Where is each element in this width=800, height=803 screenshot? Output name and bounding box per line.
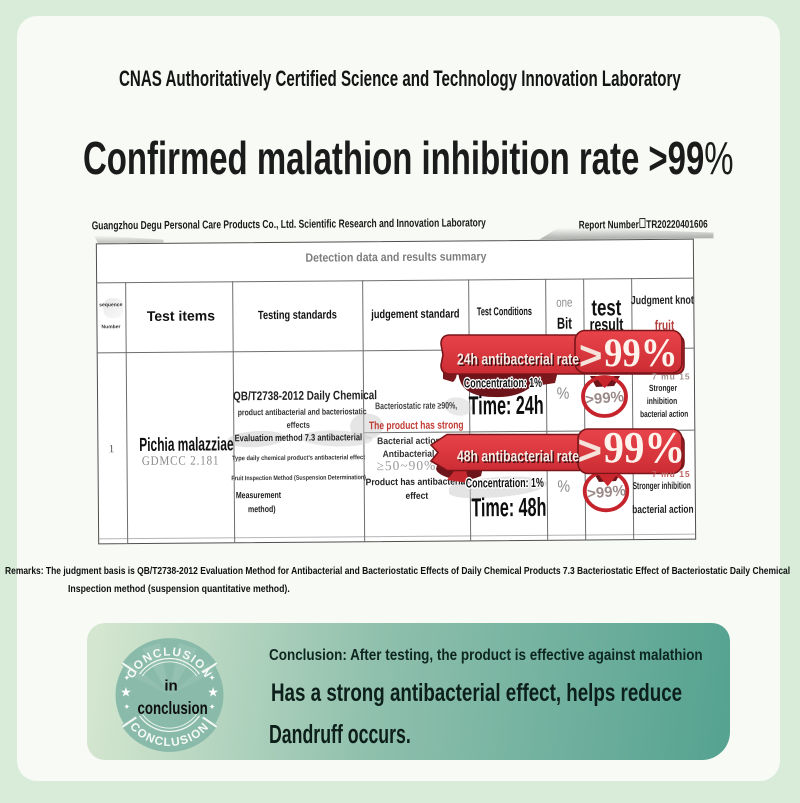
svg-text:✦: ✦	[209, 674, 216, 683]
svg-text:in: in	[164, 678, 177, 695]
svg-text:conclusion: conclusion	[137, 699, 207, 718]
svg-text:✦: ✦	[124, 674, 131, 683]
svg-text:>99%: >99%	[586, 482, 626, 502]
svg-text:48h antibacterial rate: 48h antibacterial rate	[459, 450, 581, 468]
svg-text:24h antibacterial rate: 24h antibacterial rate	[459, 353, 581, 371]
svg-text:>: >	[579, 334, 602, 378]
svg-text:✦: ✦	[209, 703, 216, 712]
svg-text:★: ★	[120, 685, 132, 700]
svg-text:>99%: >99%	[585, 388, 625, 408]
svg-text:✦: ✦	[124, 703, 131, 712]
svg-text:99%: 99%	[604, 332, 678, 376]
svg-text:7 mu 15: 7 mu 15	[652, 469, 691, 479]
svg-text:24h antibacterial rate: 24h antibacterial rate	[457, 351, 579, 369]
svg-text:>: >	[578, 427, 603, 474]
svg-text:7 mu 15: 7 mu 15	[652, 372, 691, 382]
svg-text:48h antibacterial rate: 48h antibacterial rate	[457, 448, 579, 466]
svg-text:★: ★	[207, 685, 219, 700]
svg-text:99%: 99%	[604, 424, 686, 473]
